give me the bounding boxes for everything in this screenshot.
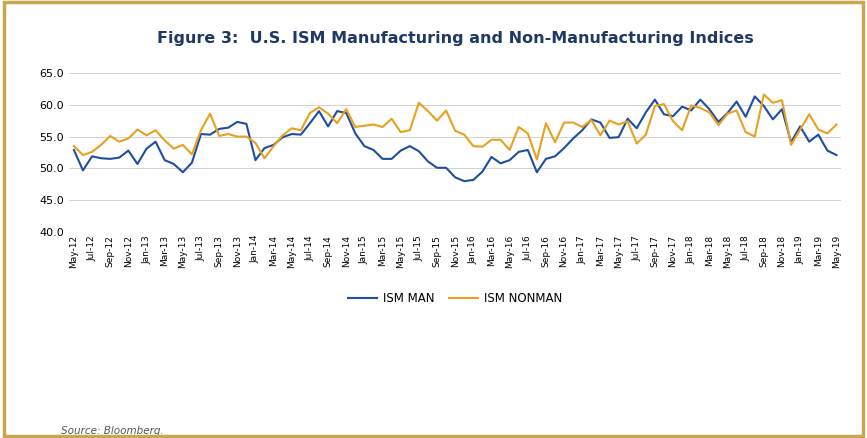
ISM NONMAN — [304, 110, 315, 116]
ISM NONMAN — [450, 128, 460, 134]
Line: ISM MAN: ISM MAN — [74, 96, 837, 181]
ISM NONMAN — [759, 92, 769, 97]
ISM MAN — [804, 139, 814, 144]
Line: ISM NONMAN: ISM NONMAN — [74, 95, 837, 159]
ISM MAN — [332, 109, 342, 114]
ISM NONMAN — [296, 127, 306, 133]
ISM MAN — [750, 94, 760, 99]
ISM NONMAN — [196, 127, 206, 133]
ISM MAN — [831, 152, 842, 158]
Text: Source: Bloomberg.: Source: Bloomberg. — [61, 426, 164, 436]
ISM NONMAN — [831, 122, 842, 127]
ISM NONMAN — [332, 120, 342, 126]
Legend: ISM MAN, ISM NONMAN: ISM MAN, ISM NONMAN — [343, 287, 567, 310]
ISM MAN — [450, 175, 460, 180]
ISM MAN — [459, 179, 469, 184]
ISM MAN — [68, 147, 79, 152]
ISM MAN — [196, 131, 206, 137]
ISM MAN — [304, 120, 315, 126]
Title: Figure 3:  U.S. ISM Manufacturing and Non-Manufacturing Indices: Figure 3: U.S. ISM Manufacturing and Non… — [157, 31, 753, 46]
ISM MAN — [296, 132, 306, 137]
ISM NONMAN — [804, 112, 814, 117]
ISM NONMAN — [68, 144, 79, 149]
ISM NONMAN — [531, 157, 542, 162]
